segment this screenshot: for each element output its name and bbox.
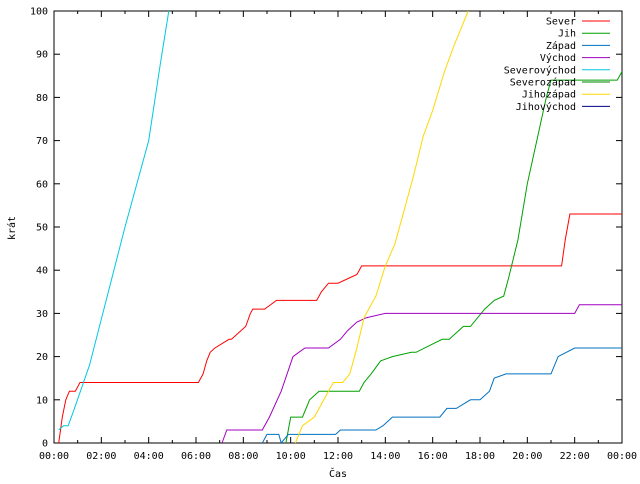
x-tick-label: 12:00 (323, 451, 353, 462)
y-tick-label: 40 (36, 266, 48, 277)
legend-label: Severozápad (510, 77, 576, 89)
x-tick-label: 14:00 (370, 451, 400, 462)
x-axis-label: Čas (329, 467, 347, 480)
x-tick-label: 20:00 (512, 451, 542, 462)
legend-label: Sever (546, 17, 576, 28)
y-tick-label: 20 (36, 352, 48, 363)
x-tick-label: 00:00 (39, 451, 69, 462)
y-tick-label: 50 (36, 223, 48, 234)
x-tick-label: 02:00 (86, 451, 116, 462)
legend-label: Severovýchod (504, 64, 576, 76)
series-line-3 (261, 347, 622, 445)
x-tick-label: 22:00 (560, 451, 590, 462)
y-tick-label: 100 (30, 7, 48, 18)
legend-label: Západ (546, 40, 576, 52)
y-tick-label: 30 (36, 309, 48, 320)
series-line-5 (58, 10, 170, 431)
x-tick-label: 06:00 (181, 451, 211, 462)
series-line-7 (294, 10, 469, 444)
y-tick-label: 60 (36, 179, 48, 190)
y-tick-label: 70 (36, 136, 48, 147)
series-line-4 (221, 304, 622, 444)
y-tick-label: 90 (36, 50, 48, 61)
x-tick-label: 00:00 (607, 451, 637, 462)
series-line-2 (285, 71, 623, 444)
legend-label: Jihovýchod (516, 101, 576, 113)
y-tick-label: 10 (36, 395, 48, 406)
y-tick-label: 0 (42, 439, 48, 450)
x-tick-label: 08:00 (228, 451, 258, 462)
legend-label: Jih (558, 29, 576, 40)
y-tick-label: 80 (36, 93, 48, 104)
x-tick-label: 10:00 (276, 451, 306, 462)
legend-label: Jihozápad (522, 89, 576, 101)
x-tick-label: 04:00 (134, 451, 164, 462)
y-axis-label: krát (6, 216, 18, 240)
x-tick-label: 18:00 (465, 451, 495, 462)
x-tick-label: 16:00 (418, 451, 448, 462)
legend-label: Východ (540, 52, 576, 64)
series-line-1 (58, 213, 622, 444)
